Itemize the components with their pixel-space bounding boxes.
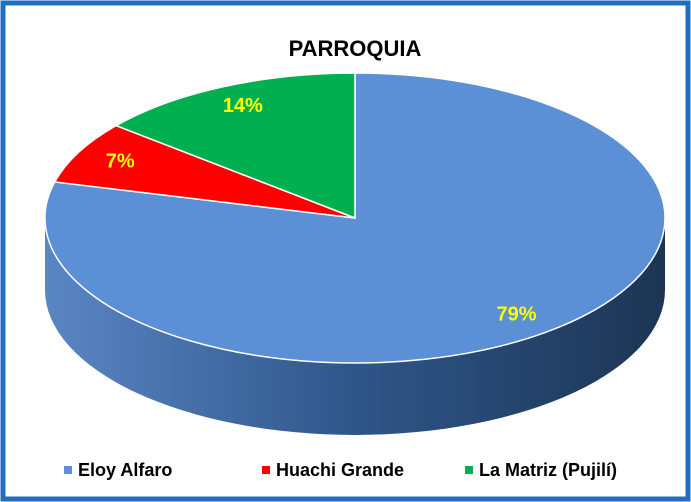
legend-label: Eloy Alfaro bbox=[78, 460, 172, 480]
legend-marker bbox=[64, 466, 72, 474]
pie-side bbox=[45, 218, 665, 435]
pie-slice bbox=[114, 72, 356, 220]
legend-marker bbox=[262, 466, 270, 474]
legend-label: La Matriz (Pujilí) bbox=[479, 460, 617, 480]
legend-label: Huachi Grande bbox=[276, 460, 404, 480]
chart-title: PARROQUIA bbox=[289, 36, 422, 61]
data-label: 79% bbox=[496, 304, 536, 326]
data-label: 14% bbox=[223, 95, 263, 117]
data-label: 7% bbox=[106, 150, 135, 172]
legend-marker bbox=[465, 466, 473, 474]
pie-slice bbox=[53, 124, 356, 219]
